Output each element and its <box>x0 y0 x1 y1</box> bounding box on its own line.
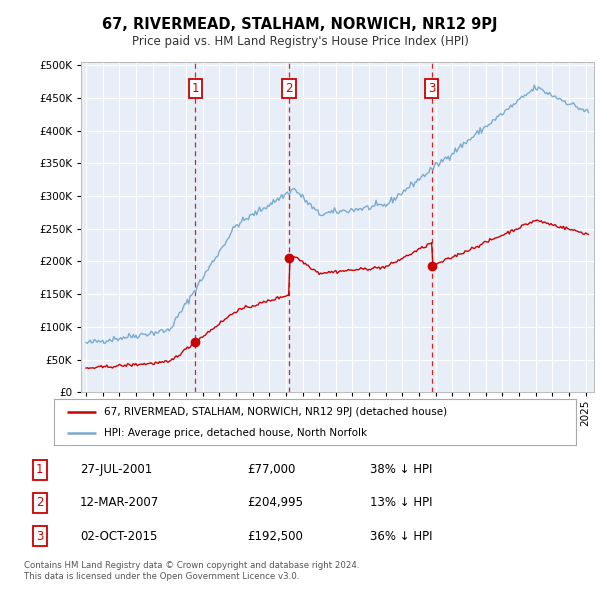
Text: 02-OCT-2015: 02-OCT-2015 <box>80 529 157 543</box>
Text: 1: 1 <box>191 81 199 94</box>
Text: Price paid vs. HM Land Registry's House Price Index (HPI): Price paid vs. HM Land Registry's House … <box>131 35 469 48</box>
Text: Contains HM Land Registry data © Crown copyright and database right 2024.: Contains HM Land Registry data © Crown c… <box>24 560 359 569</box>
Text: 2: 2 <box>36 496 43 510</box>
Text: 2: 2 <box>285 81 293 94</box>
Text: 3: 3 <box>428 81 435 94</box>
Text: 36% ↓ HPI: 36% ↓ HPI <box>370 529 433 543</box>
Text: 38% ↓ HPI: 38% ↓ HPI <box>370 463 433 477</box>
Text: £192,500: £192,500 <box>247 529 303 543</box>
Text: This data is licensed under the Open Government Licence v3.0.: This data is licensed under the Open Gov… <box>24 572 299 581</box>
Text: 13% ↓ HPI: 13% ↓ HPI <box>370 496 433 510</box>
Text: 67, RIVERMEAD, STALHAM, NORWICH, NR12 9PJ (detached house): 67, RIVERMEAD, STALHAM, NORWICH, NR12 9P… <box>104 407 447 417</box>
Text: 1: 1 <box>36 463 43 477</box>
Text: 67, RIVERMEAD, STALHAM, NORWICH, NR12 9PJ: 67, RIVERMEAD, STALHAM, NORWICH, NR12 9P… <box>102 17 498 31</box>
Text: £204,995: £204,995 <box>247 496 303 510</box>
Text: 12-MAR-2007: 12-MAR-2007 <box>80 496 159 510</box>
Text: HPI: Average price, detached house, North Norfolk: HPI: Average price, detached house, Nort… <box>104 428 367 438</box>
Text: 27-JUL-2001: 27-JUL-2001 <box>80 463 152 477</box>
Text: £77,000: £77,000 <box>247 463 296 477</box>
Text: 3: 3 <box>36 529 43 543</box>
